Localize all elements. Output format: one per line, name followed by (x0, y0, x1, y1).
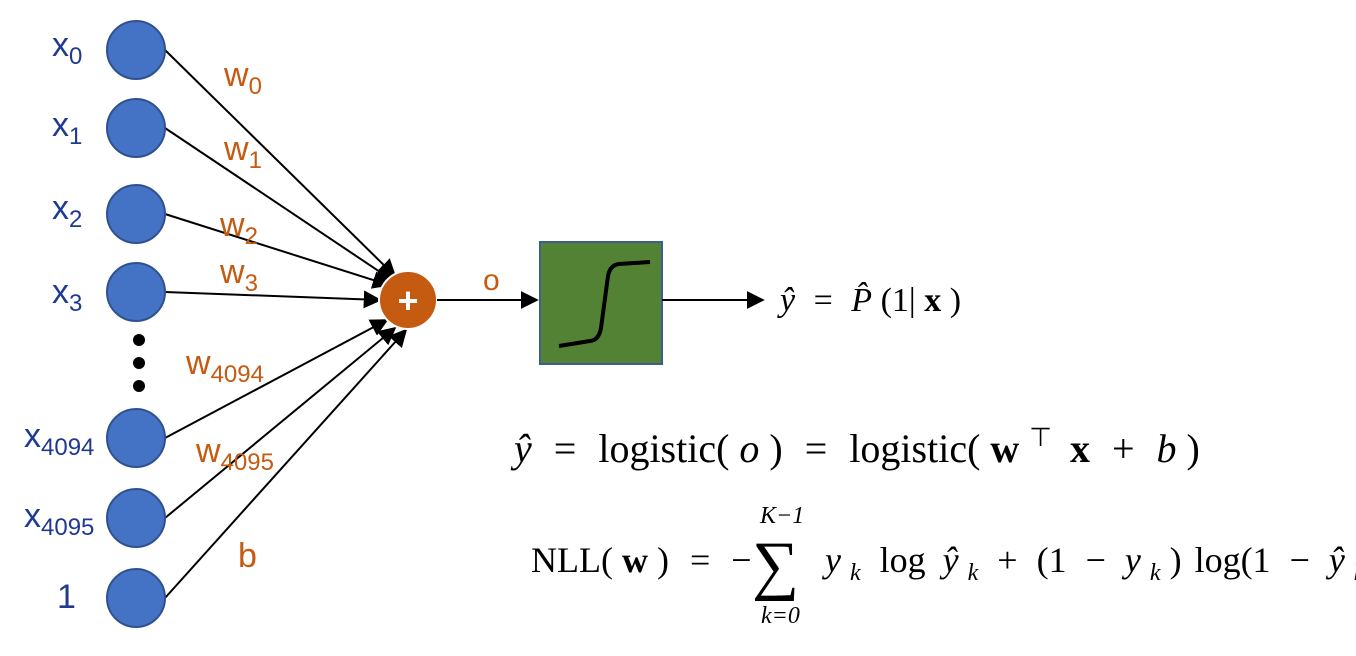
nll-log-open: log(1 (1195, 540, 1271, 580)
weight-label: w4095 (195, 432, 274, 476)
ellipsis-dot (133, 357, 145, 369)
weight-label: w4094 (185, 344, 264, 388)
input-label: 1 (57, 578, 76, 616)
input-edge (164, 328, 408, 599)
output-yhat: ŷ (777, 282, 796, 319)
nll-rhs: y k log ŷ k + (1 − y k ) log(1 − ŷ k ) (822, 540, 1356, 588)
input-nodes (106, 20, 166, 628)
nll-minus2: − (1086, 540, 1106, 580)
nll-one-minus-open: (1 (1037, 540, 1067, 580)
weight-label: b (238, 537, 257, 575)
nll-k1: k (850, 560, 861, 586)
logistic-plus: + (1112, 426, 1135, 471)
nll-yhat2: ŷ (1326, 540, 1345, 580)
input-node (106, 20, 166, 80)
logistic-f2: logistic( (849, 426, 980, 471)
input-labels: x0 x1 x2 x3 x4094 x4095 1 (24, 26, 94, 616)
logistic-formula: ŷ = logistic( o ) = logistic( w ⊤ x + b … (510, 410, 1200, 471)
logistic-close2: ) (1187, 426, 1200, 471)
sum-output-label: o (483, 264, 500, 297)
nll-close1: ) (1170, 540, 1182, 580)
logistic-b: b (1157, 426, 1177, 471)
nll-lhs-close: ) (657, 540, 669, 580)
nll-plus: + (997, 540, 1017, 580)
sum-node: + (378, 270, 438, 330)
input-edge (164, 319, 389, 439)
weight-label: w1 (223, 130, 262, 174)
input-node (106, 568, 166, 628)
output-x: x (924, 282, 941, 319)
logistic-close1: ) (769, 426, 782, 471)
input-edge (164, 326, 397, 519)
nll-w: w (622, 540, 648, 580)
nll-lhs: NLL( w ) = − (531, 540, 752, 580)
nll-yhat1: ŷ (940, 540, 959, 580)
output-eq: = (814, 282, 833, 319)
input-node (106, 408, 166, 468)
input-edge (164, 213, 391, 289)
nll-y2: y (1122, 540, 1141, 580)
nll-formula: NLL( w ) = − K−1 ∑ k=0 y k log ŷ k + (1 … (531, 503, 1356, 629)
nll-y: y (822, 540, 841, 580)
nll-lhs-open: NLL( (531, 540, 613, 580)
activation-box-rect (539, 241, 663, 365)
logistic-x: x (1070, 426, 1090, 471)
nll-log1: log (880, 540, 926, 580)
logistic-lhs: ŷ (510, 426, 532, 471)
weight-label: w3 (219, 253, 258, 297)
nll-k3: k (1150, 560, 1161, 586)
logistic-w: w (990, 426, 1019, 471)
logistic-eq1: = (554, 426, 577, 471)
nll-eq: = (690, 540, 710, 580)
nll-k4: k (1354, 560, 1356, 586)
logistic-o: o (739, 426, 759, 471)
input-edge (164, 127, 394, 282)
input-label: x3 (52, 273, 82, 317)
nll-sum-upper: K−1 (759, 503, 804, 529)
input-node (106, 262, 166, 322)
input-edge (164, 49, 397, 278)
activation-box (539, 241, 663, 365)
input-label: x0 (52, 26, 82, 70)
input-label: x1 (52, 106, 82, 150)
sigmoid-step-icon (558, 260, 651, 348)
nll-minus3: − (1290, 540, 1310, 580)
input-node (106, 98, 166, 158)
logistic-transpose: ⊤ (1029, 423, 1052, 452)
input-node (106, 488, 166, 548)
input-label: x4095 (24, 497, 94, 541)
output-args-open: (1| (881, 282, 916, 319)
logistic-f1: logistic( (598, 426, 729, 471)
input-label: x2 (52, 189, 82, 233)
sum-symbol: + (397, 280, 418, 321)
input-edge (164, 290, 382, 309)
nll-minus: − (731, 540, 751, 580)
output-args-close: ) (950, 282, 961, 319)
weight-label: w0 (223, 56, 262, 100)
output-phat: P̂ (850, 281, 872, 319)
nll-sum-symbol: ∑ (752, 529, 799, 602)
ellipsis-dots (133, 334, 145, 392)
nll-k2: k (968, 560, 979, 586)
nll-sum-lower: k=0 (761, 603, 800, 629)
ellipsis-dot (133, 380, 145, 392)
input-node (106, 184, 166, 244)
weight-label: w2 (219, 206, 258, 250)
input-label: x4094 (24, 417, 94, 461)
input-edges (164, 49, 408, 599)
output-formula: ŷ = P̂ (1| x ) (777, 281, 961, 319)
ellipsis-dot (133, 334, 145, 346)
logistic-eq2: = (805, 426, 828, 471)
